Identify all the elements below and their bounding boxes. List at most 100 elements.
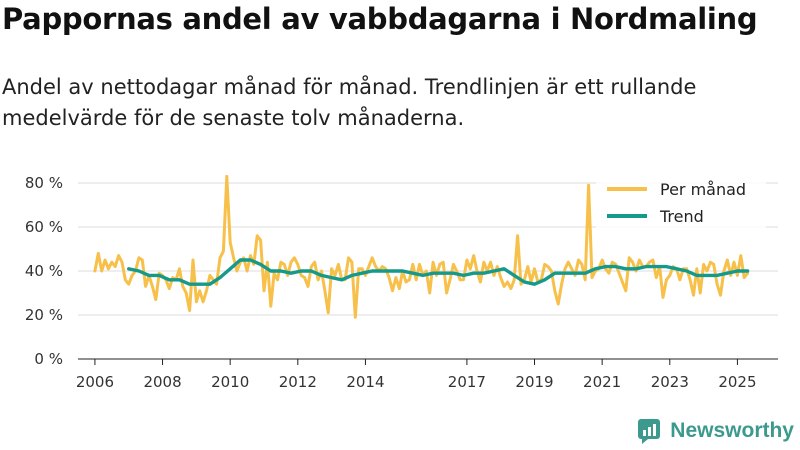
data-point-per-manad (307, 285, 309, 287)
data-point-per-manad (743, 276, 745, 278)
data-point-trend (604, 265, 606, 267)
newsworthy-logo-text: Newsworthy (670, 419, 794, 442)
data-point-per-manad (249, 254, 251, 256)
data-point-per-manad (611, 261, 613, 263)
y-tick-label: 80 % (25, 174, 63, 192)
data-point-per-manad (300, 274, 302, 276)
data-point-per-manad (442, 261, 444, 263)
data-point-per-manad (219, 257, 221, 259)
data-point-per-manad (719, 294, 721, 296)
data-point-per-manad (202, 301, 204, 303)
data-point-trend (665, 265, 667, 267)
data-point-per-manad (439, 263, 441, 265)
x-tick-label: 2014 (346, 373, 384, 391)
data-point-per-manad (543, 263, 545, 265)
data-point-per-manad (669, 274, 671, 276)
legend-label[interactable]: Trend (659, 207, 704, 226)
data-point-trend (300, 270, 302, 272)
data-point-trend (401, 270, 403, 272)
data-point-trend (584, 272, 586, 274)
data-point-per-manad (533, 268, 535, 270)
data-point-per-manad (215, 283, 217, 285)
data-point-trend (442, 272, 444, 274)
data-point-trend (513, 274, 515, 276)
data-point-per-manad (138, 257, 140, 259)
data-point-trend (523, 281, 525, 283)
data-point-per-manad (655, 276, 657, 278)
data-point-per-manad (371, 257, 373, 259)
data-point-per-manad (141, 259, 143, 261)
data-point-per-manad (263, 290, 265, 292)
data-point-trend (493, 270, 495, 272)
data-point-per-manad (496, 265, 498, 267)
data-point-per-manad (726, 259, 728, 261)
data-point-per-manad (567, 261, 569, 263)
data-point-per-manad (185, 292, 187, 294)
data-point-trend (199, 283, 201, 285)
data-point-trend (746, 270, 748, 272)
data-point-per-manad (388, 276, 390, 278)
data-point-per-manad (479, 281, 481, 283)
data-point-per-manad (520, 283, 522, 285)
data-point-per-manad (104, 259, 106, 261)
data-point-per-manad (415, 279, 417, 281)
data-point-trend (685, 270, 687, 272)
data-point-trend (178, 279, 180, 281)
data-point-per-manad (466, 259, 468, 261)
y-tick-label: 60 % (25, 218, 63, 236)
data-point-per-manad (713, 263, 715, 265)
data-point-trend (635, 268, 637, 270)
data-point-trend (696, 274, 698, 276)
series-line-per-manad (93, 174, 750, 319)
data-point-trend (381, 270, 383, 272)
data-point-trend (361, 272, 363, 274)
data-point-per-manad (314, 261, 316, 263)
data-point-trend (320, 274, 322, 276)
data-point-per-manad (554, 290, 556, 292)
data-point-per-manad (428, 292, 430, 294)
data-point-per-manad (483, 261, 485, 263)
data-point-per-manad (205, 290, 207, 292)
data-point-per-manad (469, 268, 471, 270)
data-point-trend (543, 279, 545, 281)
data-point-trend (675, 268, 677, 270)
data-point-trend (614, 265, 616, 267)
data-point-per-manad (418, 263, 420, 265)
data-point-per-manad (625, 290, 627, 292)
data-point-per-manad (445, 292, 447, 294)
x-tick-label: 2008 (143, 373, 181, 391)
data-point-per-manad (100, 270, 102, 272)
data-point-per-manad (689, 279, 691, 281)
data-point-trend (564, 272, 566, 274)
data-point-trend (290, 272, 292, 274)
data-point-per-manad (270, 305, 272, 307)
data-point-per-manad (503, 285, 505, 287)
data-point-trend (391, 270, 393, 272)
legend[interactable]: Per månad Trend (596, 175, 766, 231)
data-point-per-manad (188, 309, 190, 311)
chart-subtitle: Andel av nettodagar månad för månad. Tre… (2, 75, 697, 130)
legend-label[interactable]: Per månad (660, 180, 746, 199)
data-point-per-manad (571, 268, 573, 270)
data-point-per-manad (286, 274, 288, 276)
data-point-per-manad (222, 250, 224, 252)
data-point-per-manad (510, 287, 512, 289)
data-point-per-manad (584, 279, 586, 281)
data-point-trend (736, 270, 738, 272)
data-point-per-manad (364, 274, 366, 276)
data-point-trend (483, 272, 485, 274)
data-point-per-manad (293, 257, 295, 259)
data-point-per-manad (124, 279, 126, 281)
data-point-per-manad (276, 279, 278, 281)
data-point-per-manad (290, 261, 292, 263)
data-point-per-manad (111, 261, 113, 263)
data-point-per-manad (500, 276, 502, 278)
data-point-per-manad (709, 261, 711, 263)
data-point-trend (574, 272, 576, 274)
data-point-per-manad (449, 279, 451, 281)
data-point-per-manad (631, 261, 633, 263)
data-point-trend (625, 268, 627, 270)
axes: 0 % 20 % 40 % 60 % 80 % 2006 2008 2010 2012 2014 2… (25, 174, 778, 391)
data-point-per-manad (621, 281, 623, 283)
